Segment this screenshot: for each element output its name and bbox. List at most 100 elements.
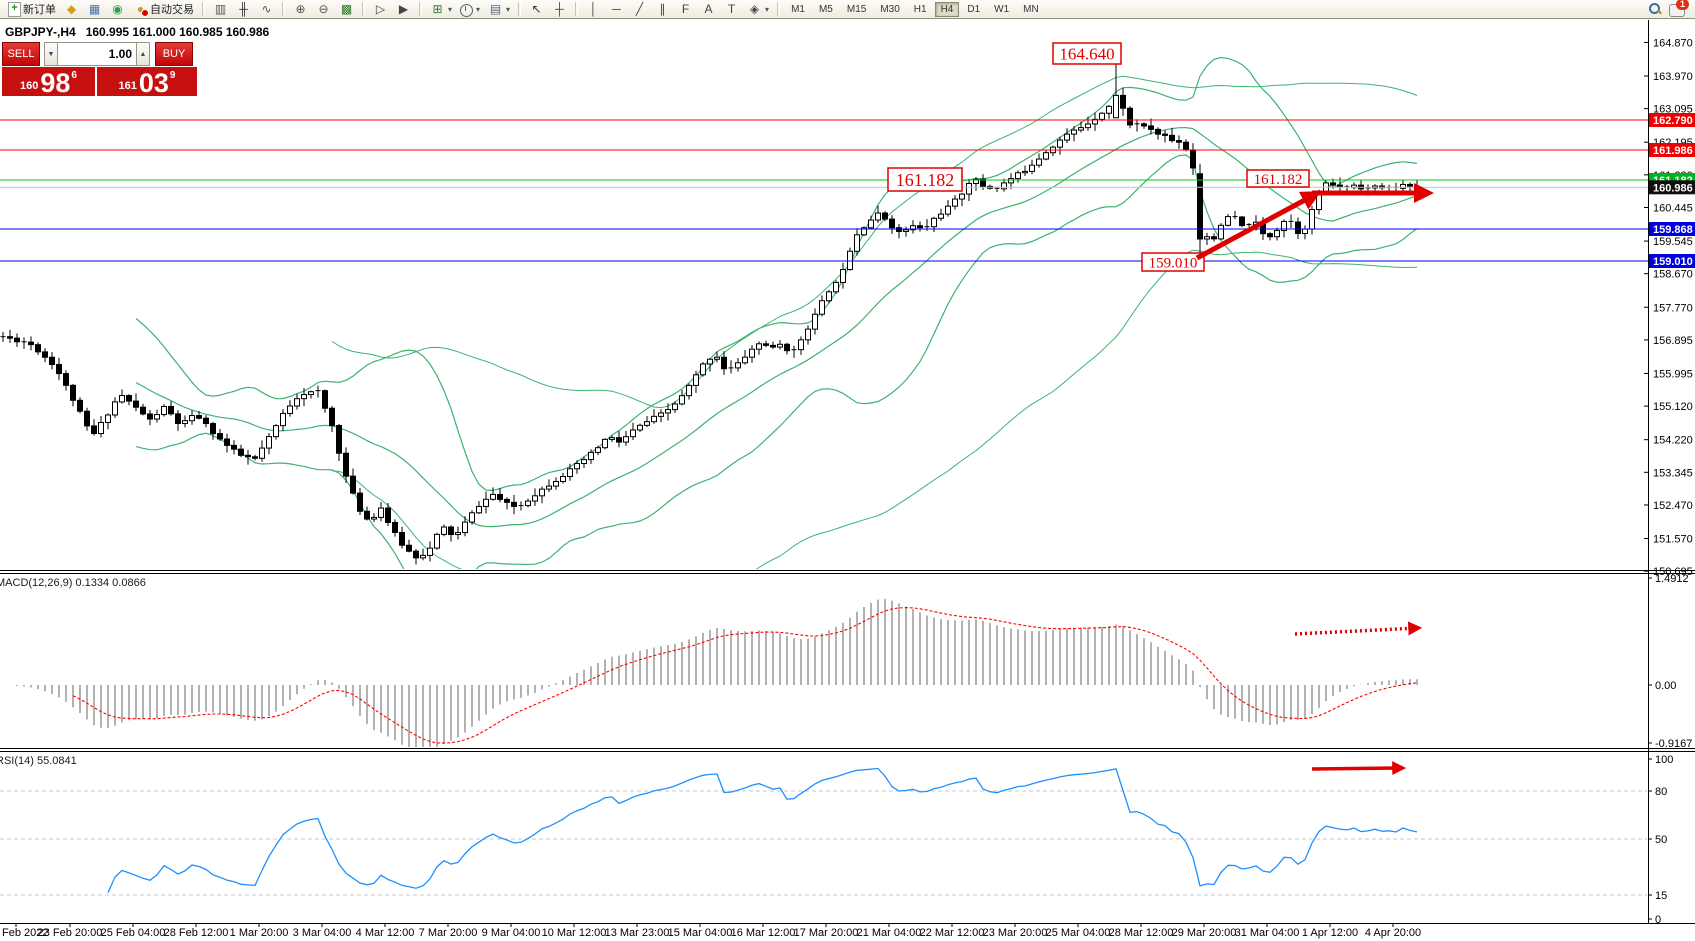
candles-icon: ╫ [239, 1, 248, 16]
timeframe-m15[interactable]: M15 [846, 3, 867, 15]
rsi-continuation-arrow[interactable] [1311, 761, 1407, 776]
channel-button[interactable]: ∥ [651, 0, 674, 19]
tile-windows-button[interactable]: ▩ [335, 0, 358, 19]
cursor-button[interactable]: ↖ [525, 0, 548, 19]
fibo-button[interactable]: F [674, 0, 697, 19]
rsi-axis-tick: 15 [1655, 890, 1667, 902]
channel-icon: ∥ [659, 1, 666, 16]
label-button[interactable]: T [720, 0, 743, 19]
timeframe-m30[interactable]: M30 [880, 3, 900, 15]
signal-button[interactable]: ◉ [106, 0, 129, 19]
zoom-in-button[interactable]: ⊕ [289, 0, 312, 19]
svg-text:25 Feb 04:00: 25 Feb 04:00 [101, 927, 166, 939]
chat-icon: 1 [1669, 0, 1689, 17]
crosshair-button[interactable]: ┼ [548, 0, 571, 19]
svg-text:150.695: 150.695 [1653, 566, 1693, 578]
sell-price-box[interactable]: 160 98 6 [2, 67, 95, 97]
autotrade-button[interactable]: ● 自动交易 [129, 0, 198, 19]
market-watch-button[interactable]: ▦ [83, 0, 106, 19]
zoom-out-button[interactable]: ⊖ [312, 0, 335, 19]
bar-chart-button[interactable]: ▥ [209, 0, 232, 19]
volume-input[interactable] [58, 42, 136, 66]
price-label-resistance-left[interactable]: 161.182 [887, 167, 963, 192]
symbol-ohlc-line: GBPJPY-,H4 160.995 161.000 160.985 160.9… [5, 25, 270, 39]
trendline-button[interactable]: ╱ [628, 0, 651, 19]
svg-text:21 Mar 04:00: 21 Mar 04:00 [857, 927, 922, 939]
notification-badge: 1 [1676, 0, 1689, 10]
shift-icon: ▷ [375, 1, 386, 16]
candle-chart-button[interactable]: ╫ [232, 0, 255, 19]
svg-text:153.345: 153.345 [1653, 467, 1693, 479]
gold-button[interactable]: ◆ [60, 0, 83, 19]
price-label-support[interactable]: 159.010 [1141, 252, 1205, 272]
price-badge-162.790: 162.790 [1649, 113, 1695, 128]
fibo-icon: F [681, 1, 690, 16]
timeframe-h4[interactable]: H4 [934, 1, 960, 17]
price-label-high[interactable]: 164.640 [1052, 42, 1122, 65]
svg-text:22 Mar 12:00: 22 Mar 12:00 [920, 927, 985, 939]
notifications-button[interactable]: 1 [1665, 0, 1689, 19]
text-button[interactable]: A [697, 0, 720, 19]
new-order-button[interactable]: + 新订单 [4, 0, 60, 19]
svg-text:9 Mar 04:00: 9 Mar 04:00 [482, 927, 541, 939]
new-chart-button[interactable]: ⊞ ▾ [426, 0, 456, 19]
bollinger-upper [135, 56, 1418, 492]
trade-controls-row: SELL ▼ ▲ BUY [2, 42, 198, 66]
rsi-axis-tick: 100 [1655, 754, 1673, 766]
volume-up-button[interactable]: ▲ [136, 42, 150, 66]
volume-down-button[interactable]: ▼ [44, 42, 58, 66]
svg-text:7 Mar 20:00: 7 Mar 20:00 [419, 927, 478, 939]
macd-continuation-arrow[interactable] [1294, 621, 1423, 636]
timeframe-m1[interactable]: M1 [791, 3, 805, 15]
bars-icon: ▥ [214, 1, 227, 16]
line-chart-button[interactable]: ∿ [255, 0, 278, 19]
timeframe-mn[interactable]: MN [1023, 3, 1039, 15]
toolbar-separator [362, 2, 365, 16]
period-button[interactable]: ▾ [456, 0, 484, 19]
vline-button[interactable]: │ [582, 0, 605, 19]
svg-text:159.010: 159.010 [1149, 255, 1198, 271]
buy-button[interactable]: BUY [155, 42, 193, 66]
hline-button[interactable]: ─ [605, 0, 628, 19]
svg-text:29 Mar 20:00: 29 Mar 20:00 [1172, 927, 1237, 939]
svg-text:1 Apr 12:00: 1 Apr 12:00 [1302, 927, 1358, 939]
price-label-resistance-right[interactable]: 161.182 [1246, 169, 1310, 188]
rsi-label: RSI(14) 55.0841 [0, 755, 77, 767]
auto-scroll-button[interactable]: ▶ [392, 0, 415, 19]
monitor-icon: ▦ [88, 1, 101, 16]
svg-text:159.010: 159.010 [1653, 256, 1693, 268]
toolbar-separator [518, 2, 522, 16]
timeframe-h1[interactable]: H1 [913, 3, 927, 15]
search-button[interactable] [1645, 0, 1665, 19]
svg-text:160.445: 160.445 [1653, 202, 1693, 214]
svg-text:160.986: 160.986 [1653, 182, 1693, 194]
svg-text:152.470: 152.470 [1653, 500, 1693, 512]
timeframe-d1[interactable]: D1 [967, 3, 981, 15]
timeframe-m5[interactable]: M5 [818, 3, 833, 15]
cursor-icon: ↖ [531, 1, 542, 16]
dropdown-caret-icon[interactable]: ▾ [506, 4, 511, 14]
rsi-axis-tick: 80 [1655, 786, 1667, 798]
shapes-button[interactable]: ◈ ▾ [743, 0, 773, 19]
candlestick-series [0, 51, 1420, 565]
chart-shift-button[interactable]: ▷ [369, 0, 392, 19]
svg-text:162.790: 162.790 [1653, 115, 1693, 127]
svg-text:23 Feb 20:00: 23 Feb 20:00 [38, 927, 103, 939]
rsi-axis-tick: 0 [1655, 914, 1661, 926]
autoscroll-icon: ▶ [398, 1, 409, 16]
trend-up-arrow[interactable] [1195, 191, 1322, 261]
timeframe-w1[interactable]: W1 [994, 3, 1010, 15]
svg-text:163.095: 163.095 [1653, 104, 1693, 116]
sell-button[interactable]: SELL [2, 42, 40, 66]
template-button[interactable]: ▤ ▾ [484, 0, 514, 19]
macd-axis-tick: 0.00 [1655, 680, 1676, 692]
one-click-trading-panel: SELL ▼ ▲ BUY 160 98 6 161 03 9 [2, 42, 198, 97]
dropdown-caret-icon[interactable]: ▾ [476, 4, 481, 14]
buy-price-box[interactable]: 161 03 9 [97, 67, 197, 97]
sell-price-prefix: 160 [20, 80, 39, 92]
dropdown-caret-icon[interactable]: ▾ [765, 4, 770, 14]
dropdown-caret-icon[interactable]: ▾ [448, 4, 453, 14]
